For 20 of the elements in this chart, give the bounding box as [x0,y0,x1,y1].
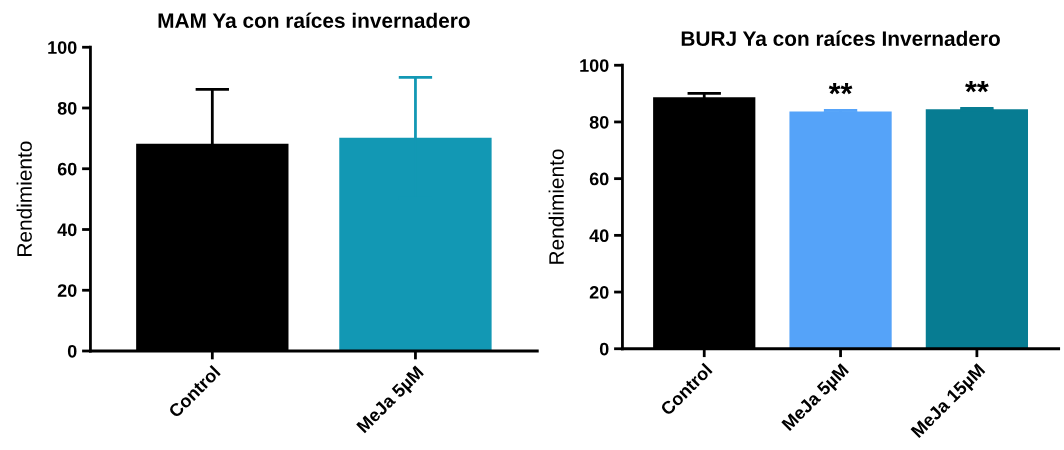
y-tick-label: 100 [580,59,609,72]
y-tick-label: 80 [57,101,77,115]
bar [925,109,1029,349]
y-tick-label: 20 [589,285,609,299]
y-axis-title: Rendimiento [548,149,564,264]
y-tick-label: 40 [589,229,609,243]
y-axis-title: Rendimiento [16,141,32,256]
annotation: ** [828,82,853,95]
y-tick-label: 20 [57,284,77,297]
y-tick-label: 100 [48,41,77,54]
y-tick-label: 80 [589,115,609,129]
chart-title: BURJ Ya con raíces Invernadero [681,30,1000,47]
chart-title: MAM Ya con raíces invernadero [158,12,470,29]
bar [789,111,892,349]
annotation: ** [965,80,989,93]
y-tick-label: 60 [57,162,77,176]
y-tick-label: 0 [599,342,609,356]
y-tick-label: 0 [67,344,77,358]
y-tick-label: 40 [57,223,77,237]
y-tick-label: 60 [589,172,609,186]
